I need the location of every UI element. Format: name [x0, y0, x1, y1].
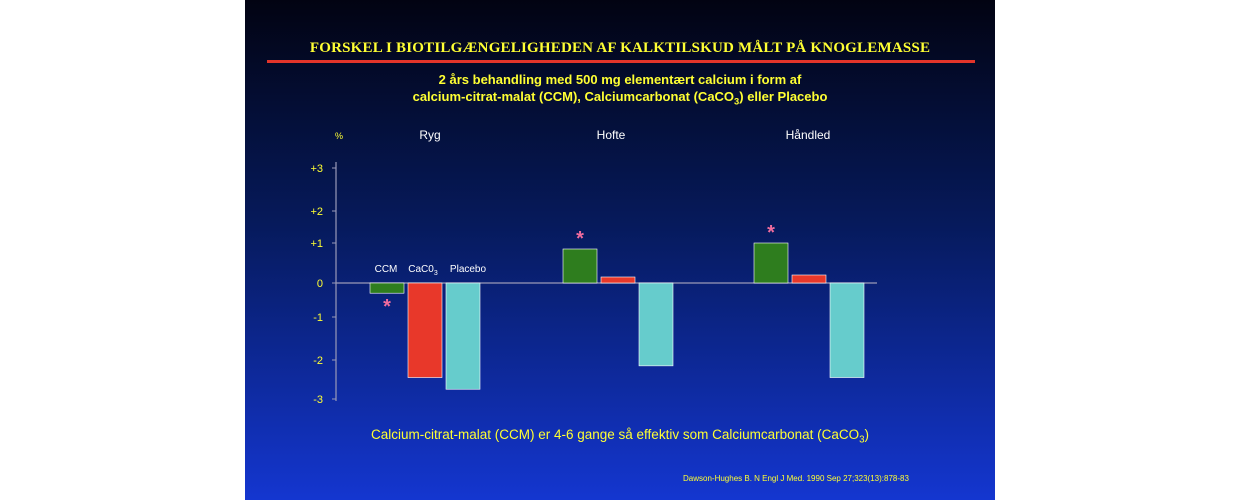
- slide: FORSKEL I BIOTILGÆNGELIGHEDEN AF KALKTIL…: [245, 0, 995, 500]
- bar: [600, 276, 636, 284]
- significance-asterisk: *: [767, 222, 775, 244]
- category-label: Ryg: [419, 128, 440, 142]
- subtitle-line-2-text: calcium-citrat-malat (CCM), Calciumcarbo…: [412, 89, 735, 104]
- conclusion-subscript: 3: [859, 434, 865, 446]
- subtitle-subscript: 3: [734, 96, 740, 107]
- bar: [369, 282, 405, 294]
- series-label-subscript: 3: [434, 270, 438, 277]
- series-label: CCM: [375, 264, 398, 275]
- subtitle-line-2-end: ) eller Placebo: [739, 89, 828, 104]
- subtitle-line-2: calcium-citrat-malat (CCM), Calciumcarbo…: [245, 89, 995, 107]
- bar: [829, 282, 865, 378]
- conclusion-text: Calcium-citrat-malat (CCM) er 4-6 gange …: [245, 427, 995, 445]
- y-tick-label: +2: [310, 206, 323, 218]
- significance-asterisk: *: [576, 228, 584, 250]
- series-label: Placebo: [450, 264, 487, 275]
- series-label: CaC03: [408, 264, 438, 277]
- bar: [562, 248, 598, 284]
- subtitle-line-1: 2 års behandling med 500 mg elementært c…: [438, 72, 802, 87]
- significance-asterisk: *: [383, 296, 391, 318]
- category-label: Håndled: [786, 128, 831, 142]
- bar: [791, 274, 827, 284]
- bar: [407, 282, 443, 378]
- conclusion-end: ): [864, 427, 870, 442]
- y-tick-label: 0: [317, 278, 323, 290]
- conclusion-main: Calcium-citrat-malat (CCM) er 4-6 gange …: [370, 427, 860, 442]
- bar: [445, 282, 481, 390]
- bar-chart: +3 +2 +1 0 -1 -2 -3% Ryg Hofte Håndled * * * CCM CaC03…: [310, 128, 877, 406]
- title-underline: [267, 60, 975, 63]
- slide-title: FORSKEL I BIOTILGÆNGELIGHEDEN AF KALKTIL…: [309, 40, 931, 56]
- y-tick-label: -1: [313, 312, 323, 324]
- y-tick-label: +3: [310, 163, 323, 175]
- y-axis-unit-label: %: [335, 131, 343, 141]
- category-label: Hofte: [597, 128, 626, 142]
- y-tick-label: -3: [313, 394, 323, 406]
- bar: [638, 282, 674, 367]
- source-citation: Dawson-Hughes B. N Engl J Med. 1990 Sep …: [683, 474, 909, 483]
- y-tick-label: +1: [310, 238, 323, 250]
- y-tick-label: -2: [313, 355, 323, 367]
- bar: [753, 242, 789, 284]
